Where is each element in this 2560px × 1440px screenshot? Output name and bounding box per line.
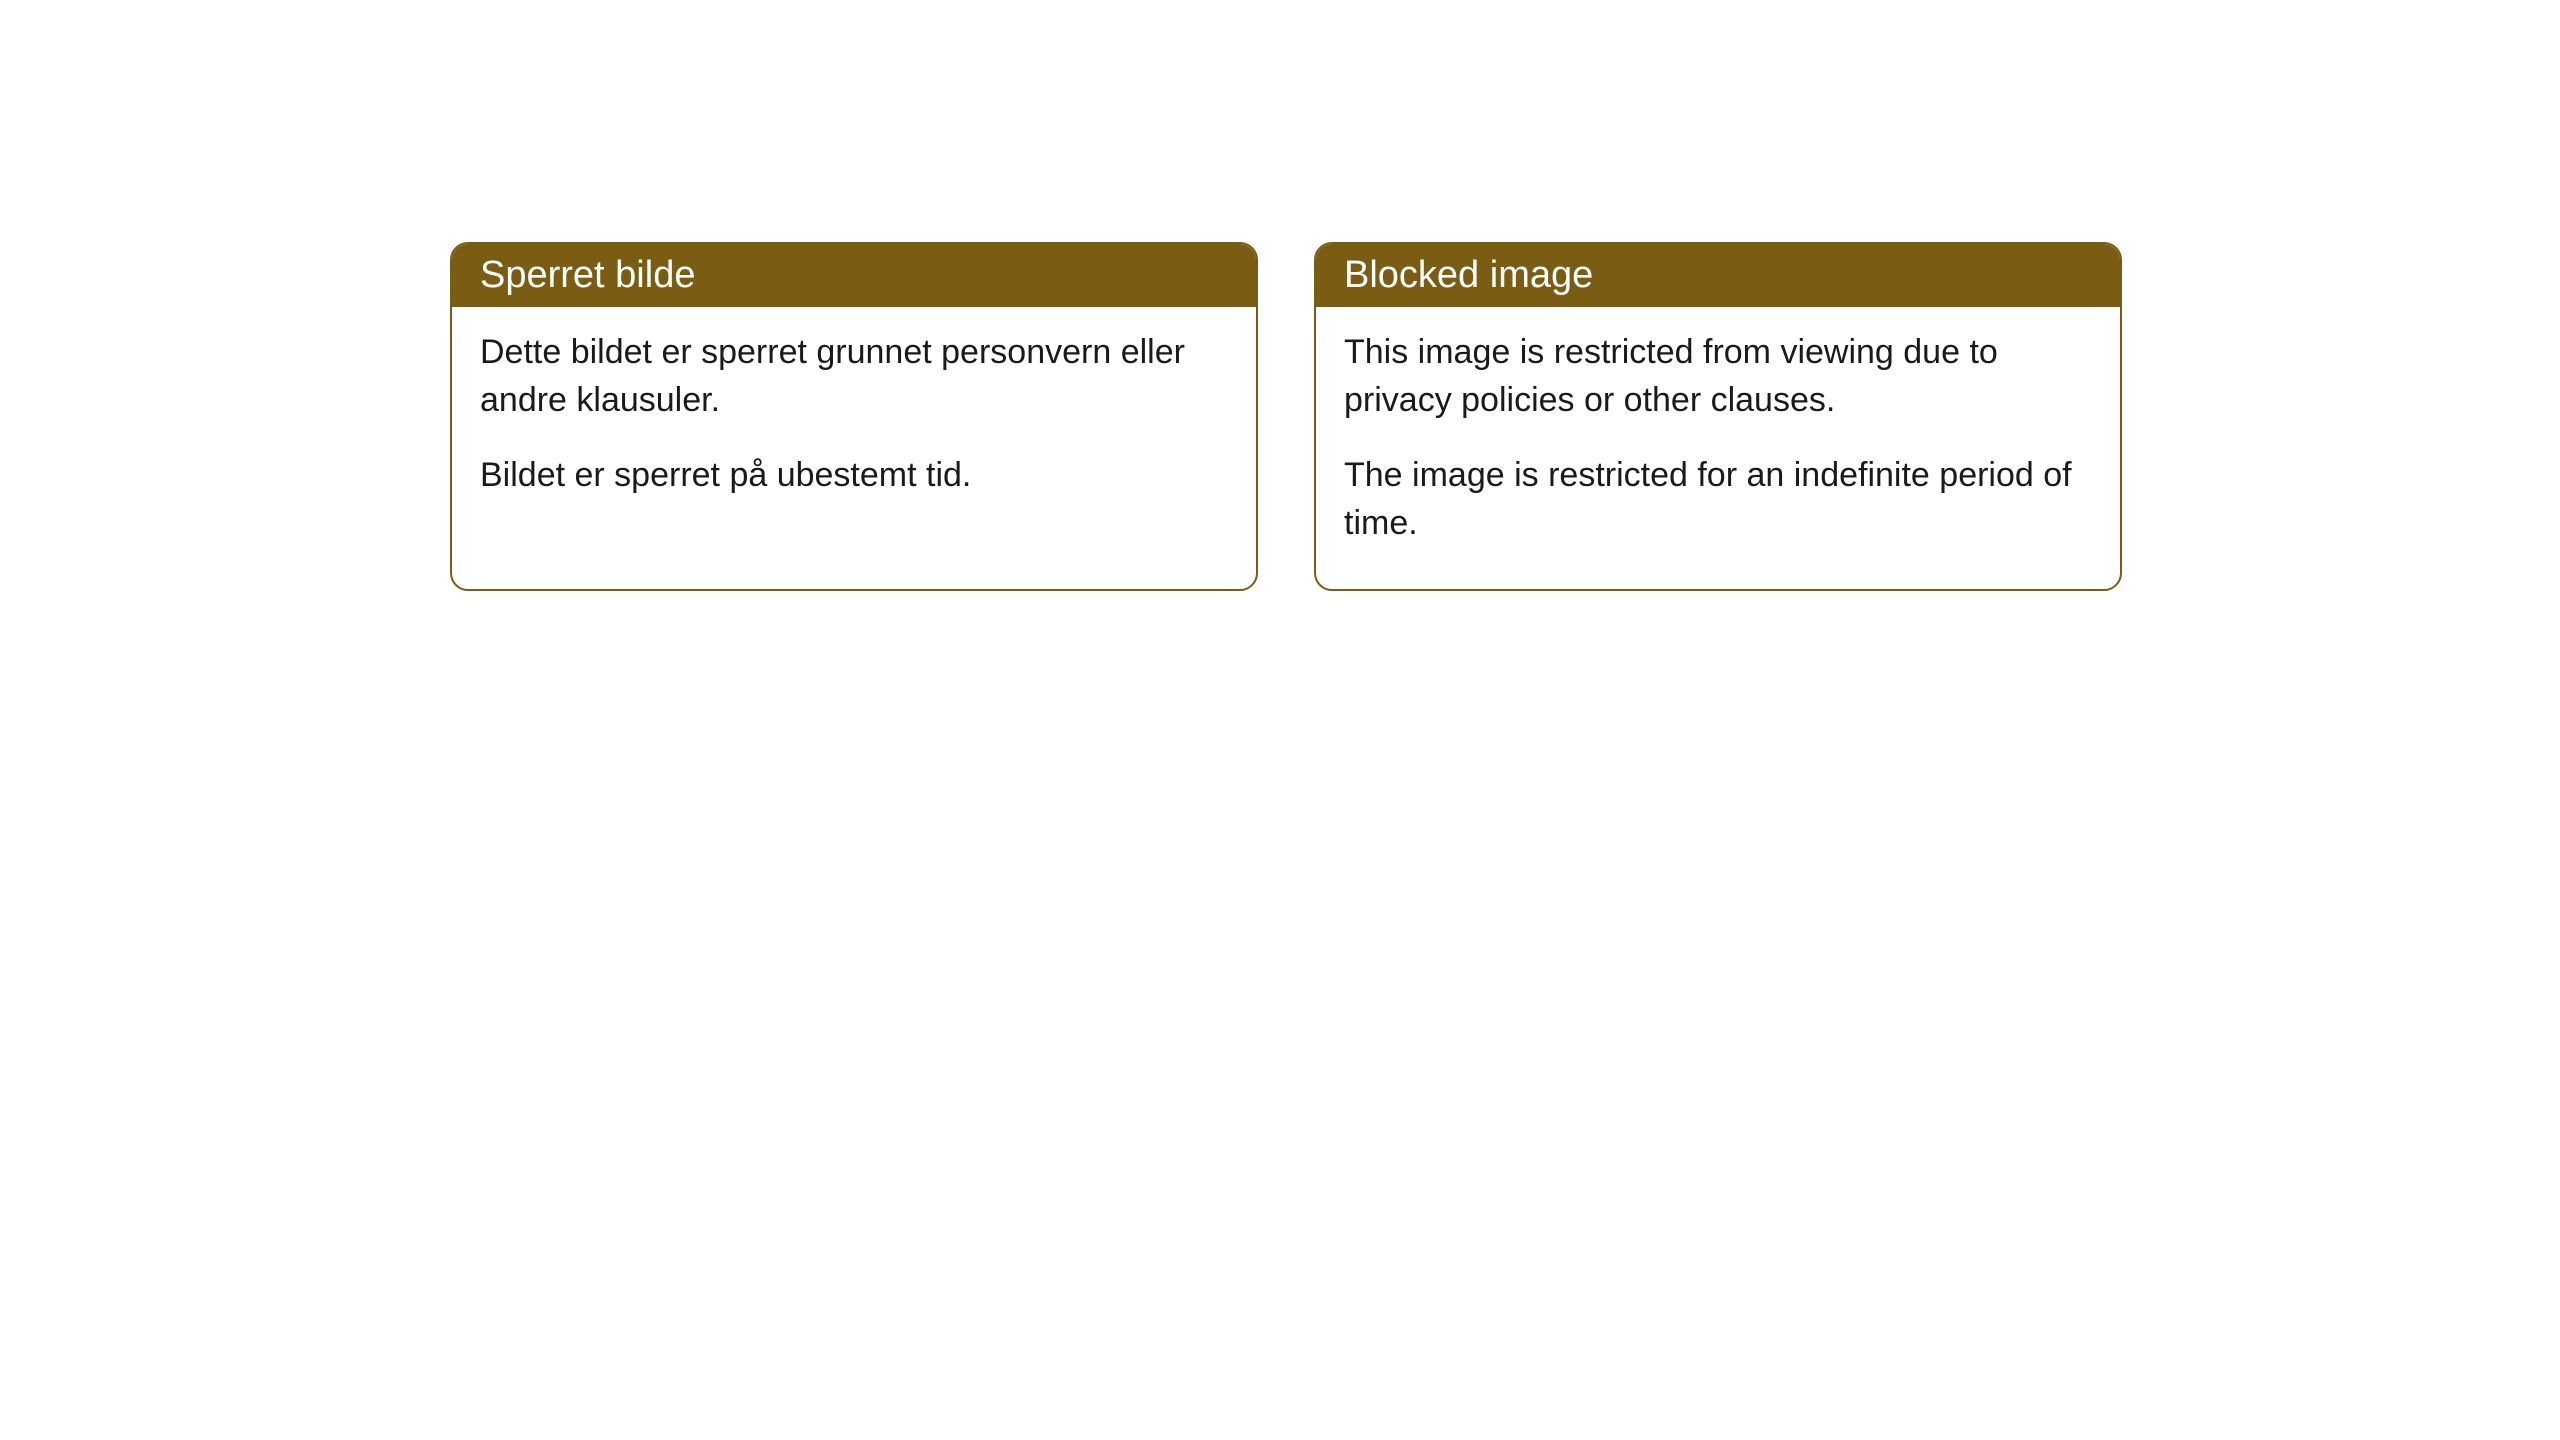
card-paragraph-1-norwegian: Dette bildet er sperret grunnet personve… [480, 329, 1228, 424]
card-paragraph-2-english: The image is restricted for an indefinit… [1344, 452, 2092, 547]
card-body-english: This image is restricted from viewing du… [1316, 307, 2120, 589]
card-title-english: Blocked image [1344, 254, 1593, 296]
card-paragraph-1-english: This image is restricted from viewing du… [1344, 329, 2092, 424]
notice-cards-container: Sperret bilde Dette bildet er sperret gr… [450, 242, 2122, 591]
card-header-english: Blocked image [1316, 244, 2120, 307]
card-body-norwegian: Dette bildet er sperret grunnet personve… [452, 307, 1256, 542]
card-title-norwegian: Sperret bilde [480, 254, 695, 296]
card-header-norwegian: Sperret bilde [452, 244, 1256, 307]
notice-card-norwegian: Sperret bilde Dette bildet er sperret gr… [450, 242, 1258, 591]
notice-card-english: Blocked image This image is restricted f… [1314, 242, 2122, 591]
card-paragraph-2-norwegian: Bildet er sperret på ubestemt tid. [480, 452, 1228, 500]
